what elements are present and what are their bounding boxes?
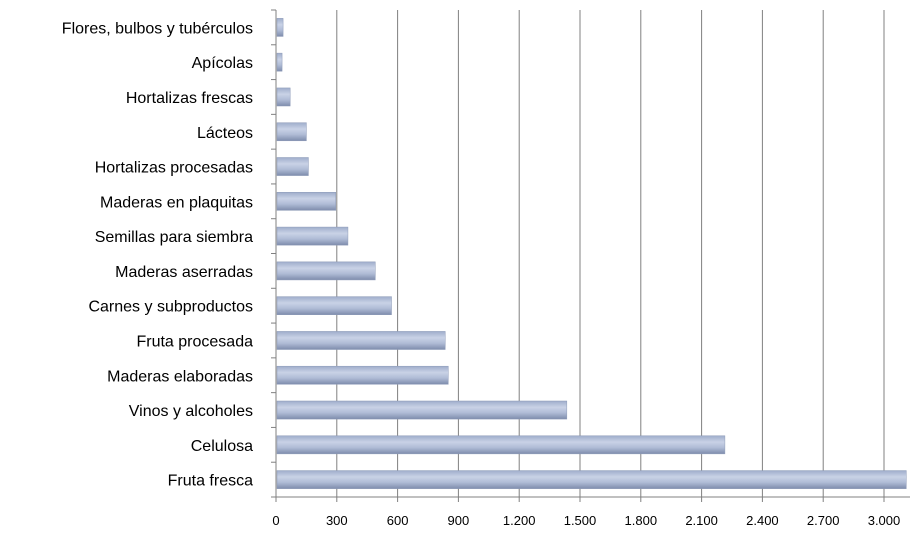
bar: [276, 470, 907, 489]
x-tick-label: 3.000: [868, 513, 901, 528]
gridlines: [336, 10, 885, 497]
bar: [276, 261, 376, 281]
category-label: Fruta procesada: [136, 333, 253, 350]
bar: [276, 122, 307, 142]
x-tick-label: 300: [326, 513, 348, 528]
category-label: Maderas en plaquitas: [100, 194, 253, 211]
bar: [276, 157, 309, 176]
category-label: Maderas elaboradas: [107, 368, 253, 385]
category-label: Flores, bulbos y tubérculos: [62, 20, 253, 37]
category-label: Fruta fresca: [168, 473, 253, 490]
category-label: Vinos y alcoholes: [129, 403, 253, 420]
category-label: Celulosa: [191, 438, 253, 455]
bar: [276, 331, 446, 350]
bar: [276, 226, 349, 246]
axes: [271, 9, 910, 502]
x-tick-label: 2.400: [746, 513, 779, 528]
x-tick-label: 1.800: [625, 513, 658, 528]
bar: [276, 87, 291, 107]
bar: [276, 435, 726, 455]
category-label: Carnes y subproductos: [88, 299, 253, 316]
category-label: Apícolas: [192, 55, 253, 72]
x-tick-label: 1.500: [564, 513, 597, 528]
bar: [276, 400, 568, 420]
x-tick-label: 2.700: [807, 513, 840, 528]
bar: [276, 296, 392, 315]
category-label: Maderas aserradas: [115, 264, 253, 281]
category-label: Hortalizas frescas: [126, 90, 253, 107]
bars: [276, 18, 907, 489]
category-label: Hortalizas procesadas: [95, 160, 253, 177]
labels: 0 300 600 900 1.200 1.500 1.800 2.100 2.400 2.700…: [62, 20, 900, 528]
x-tick-label: 0: [272, 513, 279, 528]
x-tick-label: 2.100: [685, 513, 718, 528]
category-label: Lácteos: [197, 125, 253, 142]
category-label: Semillas para siembra: [95, 229, 253, 246]
bar: [276, 365, 449, 385]
x-tick-label: 600: [387, 513, 409, 528]
x-tick-label: 900: [448, 513, 470, 528]
bar: [276, 18, 284, 37]
bar: [276, 192, 337, 211]
x-tick-label: 1.200: [503, 513, 536, 528]
bar: [276, 52, 283, 72]
